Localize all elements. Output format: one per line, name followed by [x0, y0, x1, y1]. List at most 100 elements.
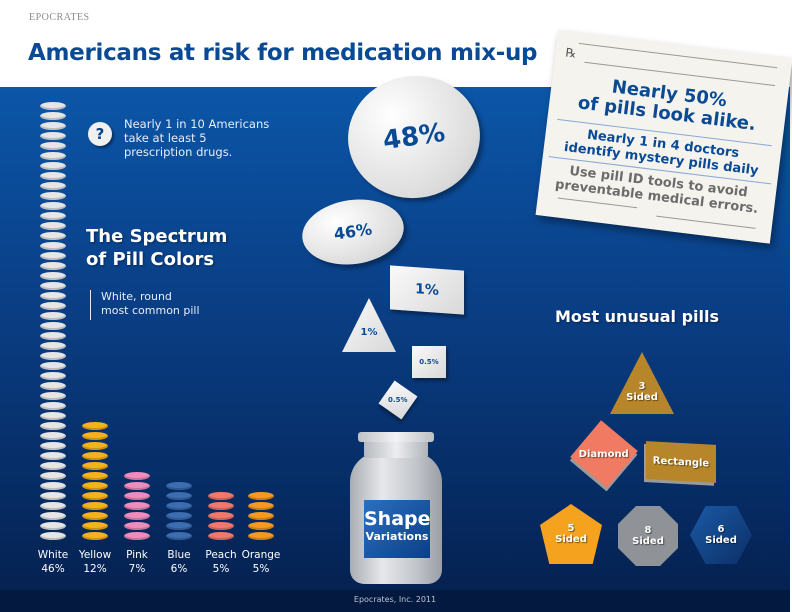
unusual-pill-label: Sided [626, 392, 658, 403]
pill [40, 172, 66, 180]
pill [40, 212, 66, 220]
pill [40, 182, 66, 190]
prescription-stat-text: Nearly 1 in 10 Americans take at least 5… [124, 117, 270, 159]
pill-stack-blue [166, 480, 192, 540]
triangle-pill-label: 1% [360, 327, 378, 338]
unusual-pill-label: 8 [644, 525, 652, 536]
pill-stack-pink [124, 470, 150, 540]
pill [40, 152, 66, 160]
pill [248, 522, 274, 530]
pill-stack-white [40, 100, 66, 540]
pill [248, 492, 274, 500]
color-name: Yellow [78, 549, 112, 561]
pill [40, 142, 66, 150]
pill [40, 442, 66, 450]
pill [40, 332, 66, 340]
pill [40, 522, 66, 530]
pill-jar: Shape Variations [346, 432, 446, 584]
jar-label-line2: Variations [365, 530, 429, 543]
pill [40, 112, 66, 120]
unusual-pill-8-sided: 8 Sided [618, 506, 678, 566]
color-name: Blue [167, 549, 191, 561]
pill [208, 512, 234, 520]
diamond-pill-label: 0.5% [388, 395, 408, 404]
color-label: White 46% [28, 548, 78, 576]
pill [248, 512, 274, 520]
pill [124, 532, 150, 540]
pill [40, 452, 66, 460]
pill [124, 502, 150, 510]
color-label: Yellow 12% [70, 548, 120, 576]
unusual-pill-label: 5 [567, 523, 575, 534]
pill [40, 422, 66, 430]
pill [40, 122, 66, 130]
unusual-pill-label: 3 [638, 381, 646, 392]
note-line1: White, round [101, 290, 172, 303]
pill [82, 532, 108, 540]
pill [166, 512, 192, 520]
color-percent: 12% [83, 563, 107, 575]
round-pill-label: 48% [381, 117, 447, 157]
footer-copyright: Epocrates, Inc. 2011 [353, 595, 437, 604]
color-label: Blue 6% [154, 548, 204, 576]
pill [166, 502, 192, 510]
spectrum-heading-line2: of Pill Colors [86, 249, 215, 270]
color-name: Peach [205, 549, 237, 561]
color-percent: 46% [41, 563, 65, 575]
pill [40, 242, 66, 250]
pill [40, 512, 66, 520]
color-label: Peach 5% [196, 548, 246, 576]
unusual-pill-rectangle: Rectangle [646, 441, 716, 483]
pill-stack-peach [208, 490, 234, 540]
pill [40, 272, 66, 280]
pill [248, 502, 274, 510]
pill [82, 482, 108, 490]
pill [40, 132, 66, 140]
pill [124, 472, 150, 480]
pill-stack-orange [248, 490, 274, 540]
pill [40, 222, 66, 230]
pill [40, 362, 66, 370]
pill [40, 232, 66, 240]
pill [40, 392, 66, 400]
color-name: White [37, 549, 69, 561]
pill [40, 262, 66, 270]
color-name: Pink [126, 549, 148, 561]
pill [82, 452, 108, 460]
white-round-note: White, round most common pill [90, 290, 200, 320]
prescription-pad: ℞ Nearly 50% of pills look alike. Nearly… [535, 30, 792, 244]
pill [82, 462, 108, 470]
pill [40, 532, 66, 540]
pill [82, 432, 108, 440]
jar-label: Shape Variations [364, 500, 431, 558]
pill [40, 192, 66, 200]
jar-lid [358, 432, 434, 442]
square-pill-label: 0.5% [419, 358, 439, 366]
note-line2: most common pill [101, 304, 200, 317]
brand-logo: epocrates [29, 9, 90, 24]
pill [208, 492, 234, 500]
jar-neck [364, 440, 428, 458]
oval-pill-label: 46% [332, 219, 374, 244]
pill [208, 532, 234, 540]
unusual-pill-label: 6 [717, 524, 725, 535]
pill [82, 472, 108, 480]
pill [40, 492, 66, 500]
color-percent: 5% [252, 563, 270, 575]
pill [40, 432, 66, 440]
unusual-pill-label: Sided [555, 534, 587, 545]
pill [40, 352, 66, 360]
pill [82, 512, 108, 520]
pill [40, 322, 66, 330]
pill [166, 492, 192, 500]
pill [124, 512, 150, 520]
pill [248, 532, 274, 540]
unusual-pill-label: Diamond [578, 448, 630, 460]
pill [40, 482, 66, 490]
color-percent: 5% [212, 563, 230, 575]
pill [166, 482, 192, 490]
rectangle-pill-label: 1% [415, 281, 439, 299]
rx-icon: ℞ [564, 45, 578, 61]
question-icon: ? [88, 122, 112, 146]
color-label: Pink 7% [112, 548, 162, 576]
